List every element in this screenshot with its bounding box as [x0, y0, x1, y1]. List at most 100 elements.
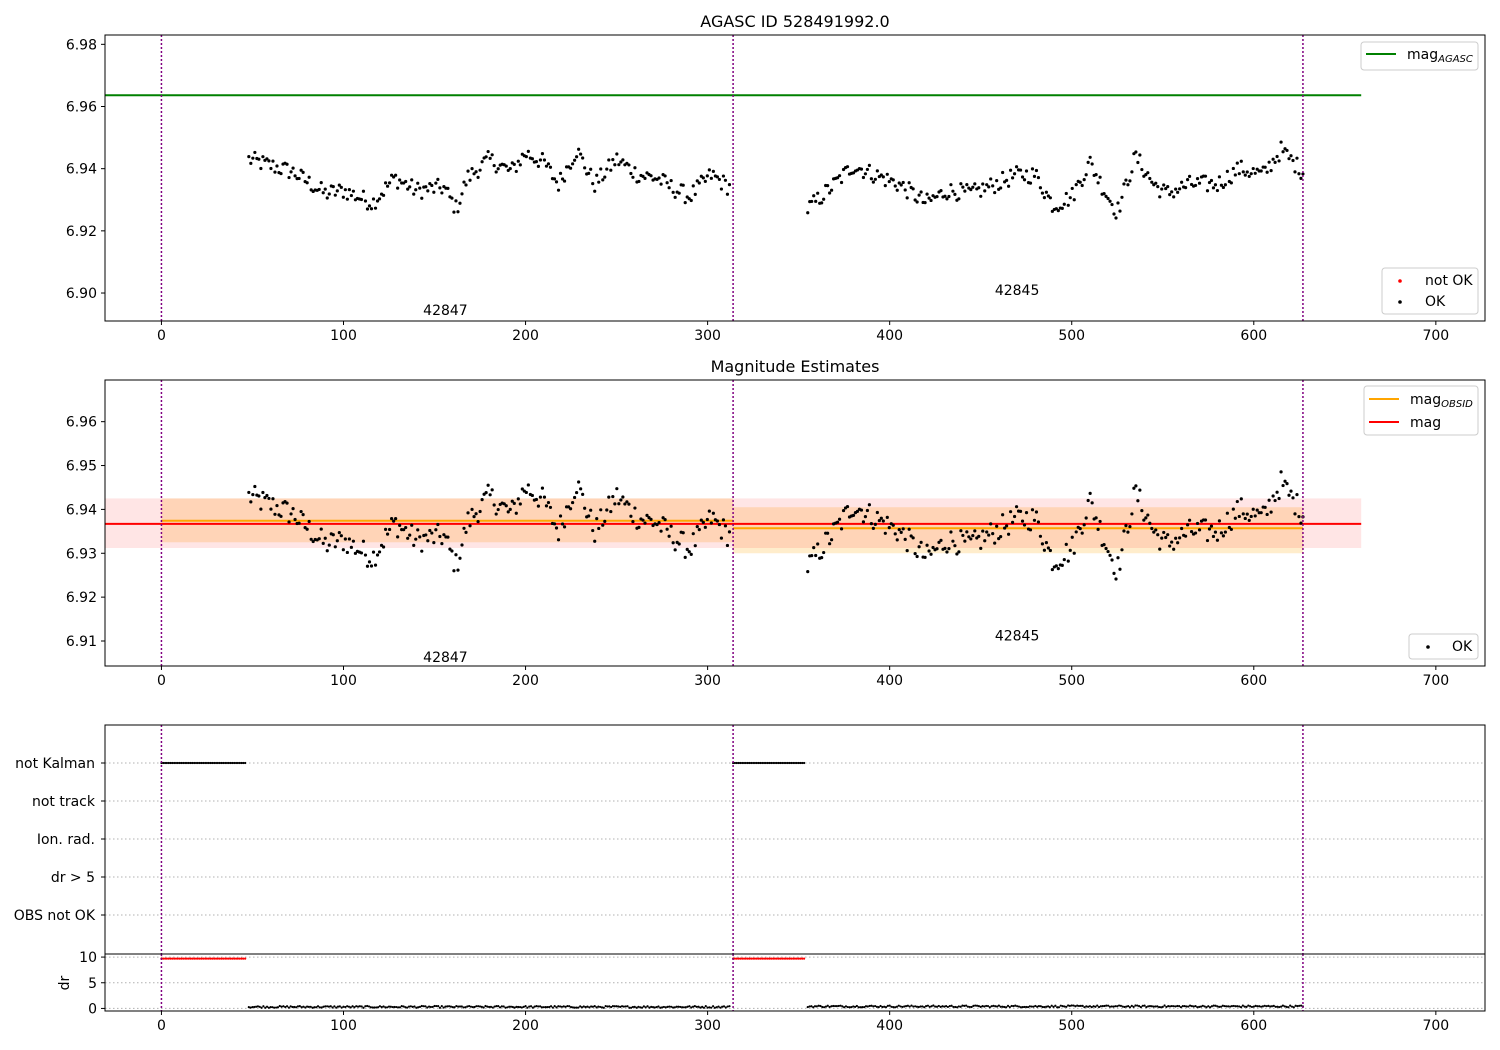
flag-point: [169, 761, 172, 765]
dr-point: [486, 1005, 489, 1008]
dr-point: [284, 1005, 287, 1009]
dr-point: [691, 1005, 695, 1008]
data-point: [406, 536, 410, 540]
dr-point: [595, 1006, 598, 1009]
flag-point: [198, 761, 201, 765]
dr-point: [1119, 1004, 1122, 1007]
data-point: [404, 525, 408, 530]
dr-point: [1127, 1005, 1130, 1008]
data-point: [879, 516, 883, 520]
data-point: [1243, 173, 1247, 177]
data-point: [999, 535, 1003, 539]
dr-point: [892, 1006, 895, 1009]
dr-point: [985, 1004, 988, 1008]
data-point: [1170, 540, 1174, 544]
data-point: [589, 508, 593, 512]
dr-point: [701, 1005, 704, 1008]
flag-point: [746, 761, 749, 765]
dr-point: [1074, 1005, 1077, 1008]
data-point: [939, 538, 943, 542]
dr-point: [296, 1005, 300, 1008]
dr-point: [1079, 1004, 1082, 1007]
dr-point: [1265, 1005, 1268, 1008]
data-point: [299, 509, 303, 514]
data-point: [508, 167, 512, 171]
data-point: [351, 539, 355, 543]
dr-point: [1292, 1006, 1295, 1009]
dr-point: [1010, 1004, 1013, 1008]
dr-point: [360, 1005, 363, 1008]
data-point: [536, 504, 541, 508]
data-point: [251, 156, 255, 160]
dr-point: [948, 1004, 951, 1008]
y-tick-label: 6.91: [66, 634, 97, 650]
dr-point: [897, 1004, 900, 1007]
data-point: [1040, 191, 1045, 195]
data-point: [460, 192, 464, 196]
dr-point: [764, 957, 767, 960]
dr-point: [921, 1005, 924, 1008]
data-point: [1084, 173, 1088, 177]
data-point: [1024, 511, 1029, 515]
dr-point: [784, 957, 787, 960]
dr-point: [466, 1005, 469, 1008]
data-point: [649, 174, 653, 178]
dr-point: [1174, 1005, 1177, 1008]
dr-point: [926, 1004, 930, 1007]
dr-point: [384, 1006, 387, 1009]
flag-point: [214, 761, 218, 765]
data-point: [361, 189, 366, 193]
dr-point: [251, 1006, 254, 1009]
data-point: [339, 185, 343, 189]
data-point: [420, 549, 424, 553]
dr-point: [1229, 1005, 1232, 1008]
data-point: [257, 157, 261, 161]
data-point: [993, 541, 997, 545]
data-point: [524, 490, 528, 495]
data-point: [973, 529, 977, 533]
data-point: [703, 525, 707, 529]
data-point: [377, 197, 382, 201]
data-point: [402, 528, 406, 532]
data-point: [605, 508, 609, 512]
data-point: [1005, 178, 1009, 182]
data-point: [837, 174, 842, 178]
dr-point: [1001, 1005, 1004, 1008]
data-point: [323, 536, 327, 540]
line-legend: magOBSID mag: [1363, 385, 1479, 436]
flag-point: [775, 761, 778, 765]
data-point: [947, 547, 951, 551]
data-point: [1247, 174, 1251, 179]
dr-point: [1190, 1005, 1193, 1008]
dr-point: [1028, 1005, 1031, 1008]
dr-point: [992, 1004, 995, 1007]
data-point: [508, 507, 512, 511]
dr-point: [559, 1005, 562, 1008]
data-point: [363, 199, 368, 203]
dr-point: [864, 1005, 868, 1008]
data-point: [1028, 181, 1033, 185]
data-point: [1166, 184, 1170, 189]
dr-point: [588, 1006, 591, 1009]
dr-point: [498, 1006, 502, 1009]
data-point: [1249, 514, 1253, 519]
dr-point: [446, 1005, 449, 1008]
flag-point: [744, 761, 747, 765]
data-point: [709, 176, 713, 180]
data-point: [683, 555, 687, 559]
data-point: [1122, 182, 1126, 186]
dr-point: [367, 1005, 371, 1008]
data-point: [1102, 542, 1106, 547]
data-point: [373, 563, 378, 567]
data-point: [826, 183, 830, 188]
x-tick-label: 600: [1240, 1018, 1267, 1034]
dr-point: [797, 957, 800, 960]
data-point: [558, 514, 563, 518]
data-point: [820, 556, 824, 560]
dr-point: [1137, 1005, 1141, 1008]
data-point: [583, 506, 587, 510]
dr-point: [1134, 1004, 1137, 1007]
dr-point: [886, 1004, 889, 1007]
data-point: [1269, 169, 1273, 173]
data-point: [1193, 531, 1198, 535]
